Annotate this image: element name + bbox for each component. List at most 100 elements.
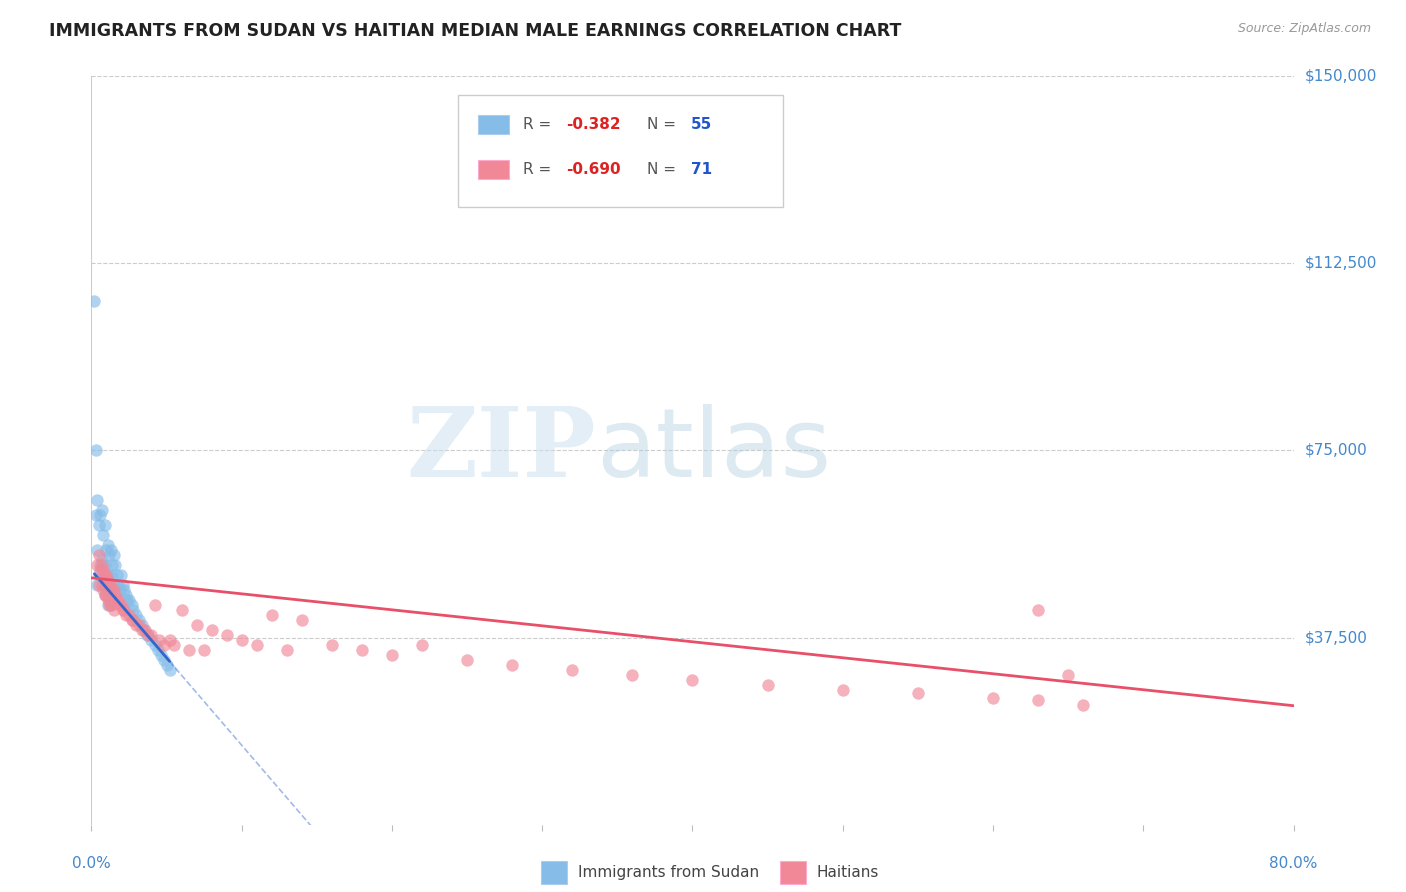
Text: 55: 55 bbox=[692, 117, 713, 132]
Point bbox=[621, 668, 644, 682]
Point bbox=[141, 633, 163, 648]
Point bbox=[105, 593, 128, 607]
Point bbox=[97, 593, 120, 607]
Point bbox=[115, 588, 138, 602]
Point bbox=[89, 508, 111, 523]
Point bbox=[84, 443, 107, 458]
Point bbox=[98, 578, 121, 592]
Point bbox=[89, 563, 111, 577]
Point bbox=[681, 673, 703, 688]
Point bbox=[94, 588, 117, 602]
Point bbox=[90, 553, 112, 567]
Point bbox=[86, 558, 108, 573]
Point bbox=[90, 578, 112, 592]
Point bbox=[128, 618, 150, 632]
Point bbox=[97, 574, 120, 588]
Text: -0.382: -0.382 bbox=[567, 117, 621, 132]
Point bbox=[149, 648, 172, 663]
Point bbox=[143, 599, 166, 613]
Point bbox=[94, 558, 117, 573]
Point bbox=[84, 508, 107, 523]
Point bbox=[87, 549, 110, 563]
Text: $37,500: $37,500 bbox=[1305, 631, 1368, 645]
Point bbox=[108, 583, 131, 598]
Point bbox=[146, 643, 169, 657]
Point bbox=[101, 583, 124, 598]
Point bbox=[107, 578, 129, 592]
Text: -0.690: -0.690 bbox=[567, 162, 621, 177]
Point bbox=[117, 593, 139, 607]
Point bbox=[131, 624, 153, 638]
Point bbox=[93, 563, 115, 577]
Point bbox=[108, 599, 131, 613]
Point bbox=[141, 628, 163, 642]
Point bbox=[103, 578, 125, 592]
Point bbox=[128, 613, 150, 627]
Point bbox=[381, 648, 404, 663]
Point bbox=[125, 608, 148, 623]
Point bbox=[136, 628, 159, 642]
Point bbox=[104, 588, 127, 602]
Point bbox=[98, 578, 121, 592]
Point bbox=[1026, 693, 1049, 707]
Text: 0.0%: 0.0% bbox=[72, 855, 111, 871]
Point bbox=[87, 568, 110, 582]
Text: 80.0%: 80.0% bbox=[1270, 855, 1317, 871]
Point bbox=[155, 658, 177, 673]
Point bbox=[96, 588, 118, 602]
Point bbox=[114, 603, 136, 617]
Point bbox=[96, 578, 118, 592]
Point bbox=[97, 568, 120, 582]
Point bbox=[159, 633, 181, 648]
Point bbox=[122, 613, 145, 627]
Text: atlas: atlas bbox=[596, 404, 831, 497]
Point bbox=[121, 599, 143, 613]
Point bbox=[93, 583, 115, 598]
Point bbox=[501, 658, 523, 673]
Point bbox=[83, 293, 105, 308]
Point bbox=[100, 578, 122, 592]
Point bbox=[94, 568, 117, 582]
Point bbox=[132, 624, 155, 638]
Point bbox=[100, 599, 122, 613]
Point bbox=[90, 558, 112, 573]
Point bbox=[100, 599, 122, 613]
Point bbox=[110, 568, 132, 582]
Text: R =: R = bbox=[523, 162, 557, 177]
Point bbox=[98, 549, 121, 563]
Point bbox=[114, 583, 136, 598]
Point bbox=[561, 663, 583, 677]
Text: R =: R = bbox=[523, 117, 557, 132]
Bar bbox=[478, 160, 509, 178]
Text: Source: ZipAtlas.com: Source: ZipAtlas.com bbox=[1237, 22, 1371, 36]
Point bbox=[97, 599, 120, 613]
Point bbox=[134, 624, 156, 638]
Point bbox=[93, 568, 115, 582]
Point bbox=[111, 578, 134, 592]
Point bbox=[100, 543, 122, 558]
Point bbox=[86, 578, 108, 592]
Point bbox=[456, 653, 478, 667]
Point bbox=[101, 558, 124, 573]
Point bbox=[170, 603, 193, 617]
Point bbox=[201, 624, 224, 638]
Text: $75,000: $75,000 bbox=[1305, 443, 1368, 458]
Point bbox=[115, 608, 138, 623]
Point bbox=[1026, 603, 1049, 617]
Text: 71: 71 bbox=[692, 162, 713, 177]
Point bbox=[96, 568, 118, 582]
Point bbox=[93, 528, 115, 542]
Point bbox=[111, 603, 134, 617]
Point bbox=[103, 583, 125, 598]
Point bbox=[103, 549, 125, 563]
Point bbox=[152, 653, 174, 667]
Point bbox=[260, 608, 283, 623]
Point bbox=[350, 643, 373, 657]
Text: Haitians: Haitians bbox=[817, 865, 879, 880]
Text: N =: N = bbox=[647, 162, 681, 177]
Point bbox=[87, 578, 110, 592]
Point bbox=[291, 613, 314, 627]
Point bbox=[193, 643, 215, 657]
Point bbox=[90, 503, 112, 517]
Point bbox=[143, 638, 166, 652]
